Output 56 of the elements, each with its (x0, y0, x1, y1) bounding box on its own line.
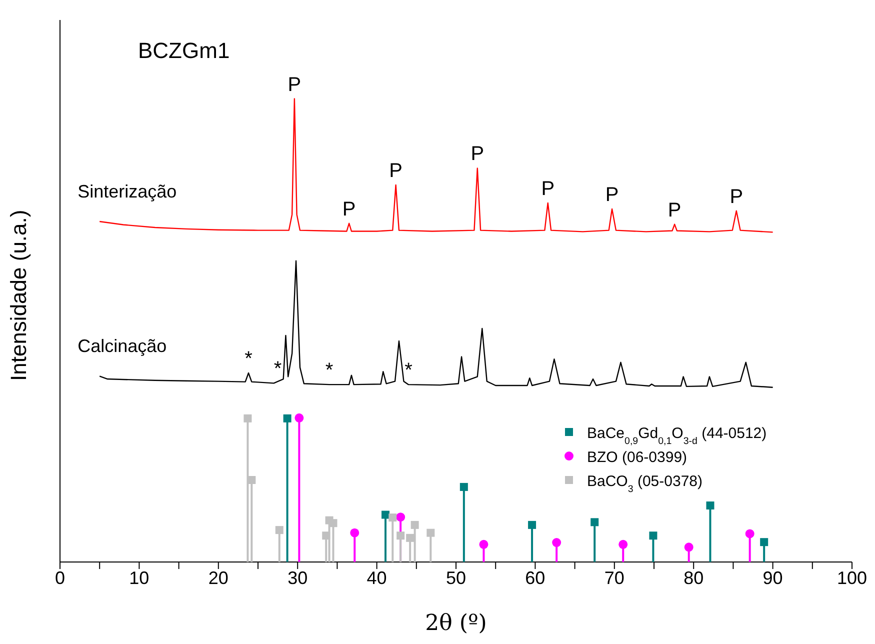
point (426, 528, 435, 537)
point (479, 540, 488, 549)
x-tick-label: 40 (366, 568, 387, 588)
x-tick-label: 100 (836, 568, 868, 588)
text: BCZGm1 (138, 38, 230, 64)
point (406, 534, 414, 542)
point (294, 413, 304, 422)
annotation: P (668, 199, 682, 222)
point (388, 514, 397, 522)
series-label: Calcinação (78, 336, 167, 356)
x-tick-label: 10 (129, 568, 150, 588)
point (283, 414, 292, 422)
point (760, 538, 768, 546)
annotation: P (605, 184, 619, 206)
x-tick-label: 0 (54, 568, 66, 588)
legend-label: BaCe$_{0,9}$Gd$_{0,1}$O$_{3-d}$ (44-0512) (587, 425, 767, 446)
point (618, 540, 628, 549)
x-tick-label: 50 (446, 568, 466, 588)
point (275, 526, 284, 534)
point (350, 528, 360, 538)
annotation: P (470, 143, 484, 166)
point (590, 518, 599, 526)
x-tick-label: 20 (208, 568, 228, 588)
point (244, 414, 252, 422)
point (649, 532, 658, 540)
point (460, 482, 468, 491)
x-tick-label: 30 (288, 568, 308, 588)
point (396, 532, 405, 540)
point (552, 538, 562, 548)
x-tick-label: 90 (762, 568, 783, 588)
x-tick-label: 70 (604, 568, 624, 588)
annotation: * (404, 360, 413, 382)
point (410, 520, 419, 529)
point (706, 501, 714, 510)
annotation: * (274, 358, 282, 380)
series-label: Sinterização (78, 182, 177, 202)
annotation: P (389, 160, 402, 182)
x-tick-label: 60 (525, 568, 546, 588)
x-tick-label: 80 (684, 568, 704, 588)
legend-label: BaCO$_{3}$ (05-0378) (587, 473, 703, 494)
point (396, 512, 406, 522)
point (248, 476, 256, 484)
point (528, 520, 536, 529)
annotation: P (541, 178, 555, 200)
point (382, 510, 390, 519)
annotation: P (288, 74, 302, 96)
annotation: * (244, 348, 253, 370)
legend-label: BZO (06-0399) (587, 449, 688, 466)
x-axis-title: 2θ (º) (425, 611, 487, 636)
annotation: P (730, 186, 744, 208)
y-axis-title: Intensidade (u.a.) (6, 210, 31, 381)
annotation: P (342, 198, 356, 220)
annotation: * (325, 360, 334, 382)
point (684, 542, 694, 552)
point (745, 529, 754, 538)
point (329, 519, 338, 528)
